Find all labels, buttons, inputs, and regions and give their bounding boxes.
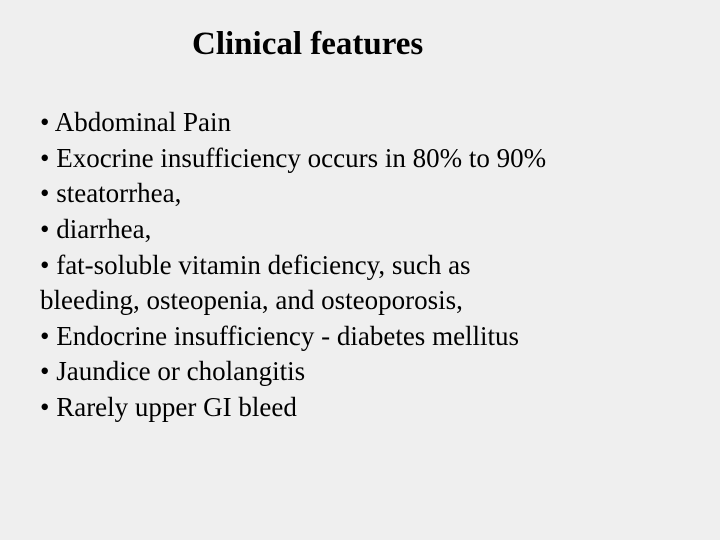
- bullet-continuation: bleeding, osteopenia, and osteoporosis,: [40, 283, 680, 319]
- bullet-item: • diarrhea,: [40, 212, 680, 248]
- bullet-item: • Abdominal Pain: [40, 105, 680, 141]
- slide-title: Clinical features: [192, 26, 680, 63]
- bullet-item: • Rarely upper GI bleed: [40, 390, 680, 426]
- bullet-item: • Exocrine insufficiency occurs in 80% t…: [40, 141, 680, 177]
- bullet-item: • Jaundice or cholangitis: [40, 354, 680, 390]
- bullet-item: • fat-soluble vitamin deficiency, such a…: [40, 248, 680, 284]
- slide-content: • Abdominal Pain • Exocrine insufficienc…: [40, 105, 680, 426]
- bullet-item: • steatorrhea,: [40, 176, 680, 212]
- slide-container: Clinical features • Abdominal Pain • Exo…: [0, 0, 720, 540]
- bullet-item: • Endocrine insufficiency - diabetes mel…: [40, 319, 680, 355]
